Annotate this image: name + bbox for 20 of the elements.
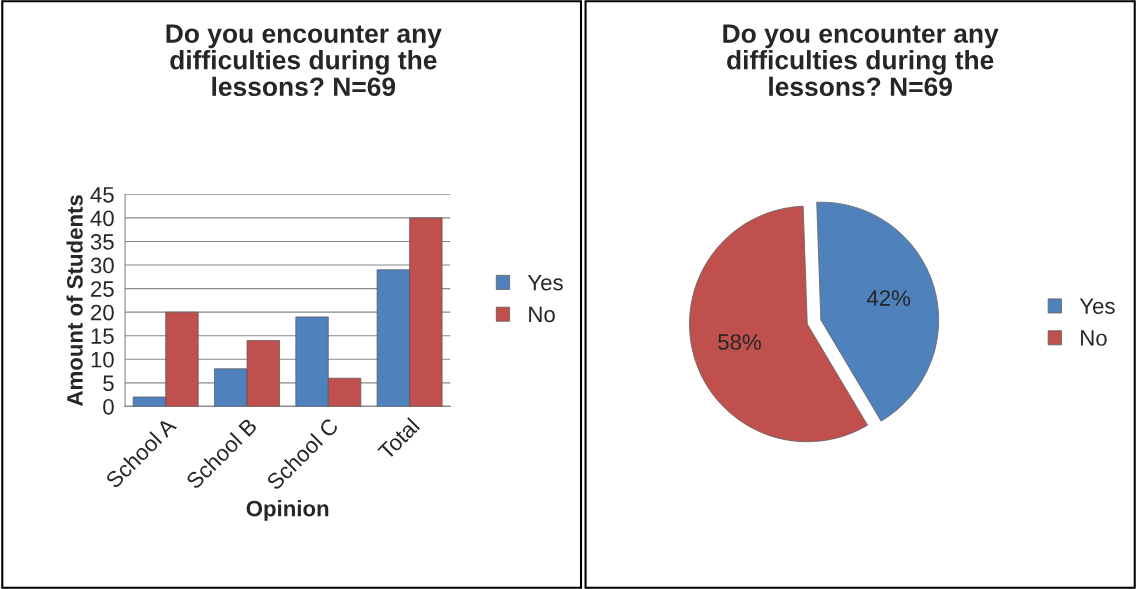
legend-label: Yes: [527, 274, 563, 291]
y-tick-label: 5: [103, 375, 114, 392]
x-axis-title: Opinion: [246, 500, 329, 521]
y-tick-label: 0: [103, 398, 114, 415]
legend-label: Yes: [1079, 298, 1115, 314]
y-tick-label: 25: [91, 281, 114, 297]
y-tick-label: 30: [90, 257, 114, 274]
data-label: 58%: [718, 334, 761, 350]
legend-label: No: [1081, 330, 1107, 346]
chart-title: Do you encounter any difficulties during the lessons? N=69: [166, 24, 442, 97]
data-label: 42%: [866, 290, 911, 306]
legend-label: No: [529, 306, 555, 323]
y-tick-label: 15: [91, 328, 114, 344]
y-tick-label: 35: [90, 234, 114, 250]
chart-title: Do you encounter any difficulties during the lessons? N=69: [723, 24, 999, 97]
y-axis-title: Amount of Students: [66, 195, 83, 406]
y-tick-label: 10: [91, 351, 114, 368]
y-tick-label: 40: [90, 210, 114, 227]
y-tick-label: 45: [90, 187, 114, 203]
y-tick-label: 20: [91, 304, 114, 321]
